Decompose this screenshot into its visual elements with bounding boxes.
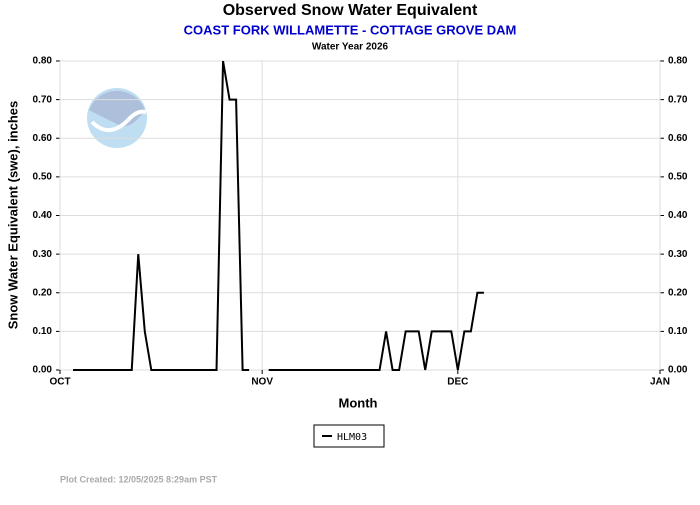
y-tick-label: 0.80 xyxy=(33,56,53,67)
y2-tick-label: 0.40 xyxy=(668,210,688,221)
y-axis-label: Snow Water Equivalent (swe), inches xyxy=(5,101,20,330)
y2-tick-label: 0.10 xyxy=(668,326,688,337)
x-tick-label: OCT xyxy=(49,377,70,388)
data-line xyxy=(73,60,484,371)
chart-title: Observed Snow Water Equivalent xyxy=(223,2,478,19)
chart-subtitle: COAST FORK WILLAMETTE - COTTAGE GROVE DA… xyxy=(184,22,517,37)
y-tick-label: 0.50 xyxy=(33,172,53,183)
y-tick-label: 0.00 xyxy=(33,365,53,376)
legend-label: HLM03 xyxy=(337,432,367,443)
footer-note: Plot Created: 12/05/2025 8:29am PST xyxy=(60,474,218,484)
y-tick-label: 0.70 xyxy=(33,94,53,105)
y-tick-label: 0.20 xyxy=(33,287,53,298)
y2-tick-label: 0.00 xyxy=(668,365,688,376)
x-tick-label: JAN xyxy=(650,377,670,388)
y2-tick-label: 0.60 xyxy=(668,133,688,144)
noaa-logo xyxy=(87,88,147,148)
y-tick-label: 0.40 xyxy=(33,210,53,221)
y2-tick-label: 0.80 xyxy=(668,56,688,67)
x-tick-label: DEC xyxy=(447,377,468,388)
y2-tick-label: 0.70 xyxy=(668,94,688,105)
y-tick-label: 0.60 xyxy=(33,133,53,144)
x-axis-label: Month xyxy=(339,395,378,410)
y2-tick-label: 0.50 xyxy=(668,172,688,183)
y-tick-label: 0.10 xyxy=(33,326,53,337)
legend-box xyxy=(313,424,385,448)
y-tick-label: 0.30 xyxy=(33,249,53,260)
y2-tick-label: 0.20 xyxy=(668,287,688,298)
x-tick-label: NOV xyxy=(251,377,273,388)
y2-tick-label: 0.30 xyxy=(668,249,688,260)
chart-subtitle: Water Year 2026 xyxy=(312,42,389,53)
